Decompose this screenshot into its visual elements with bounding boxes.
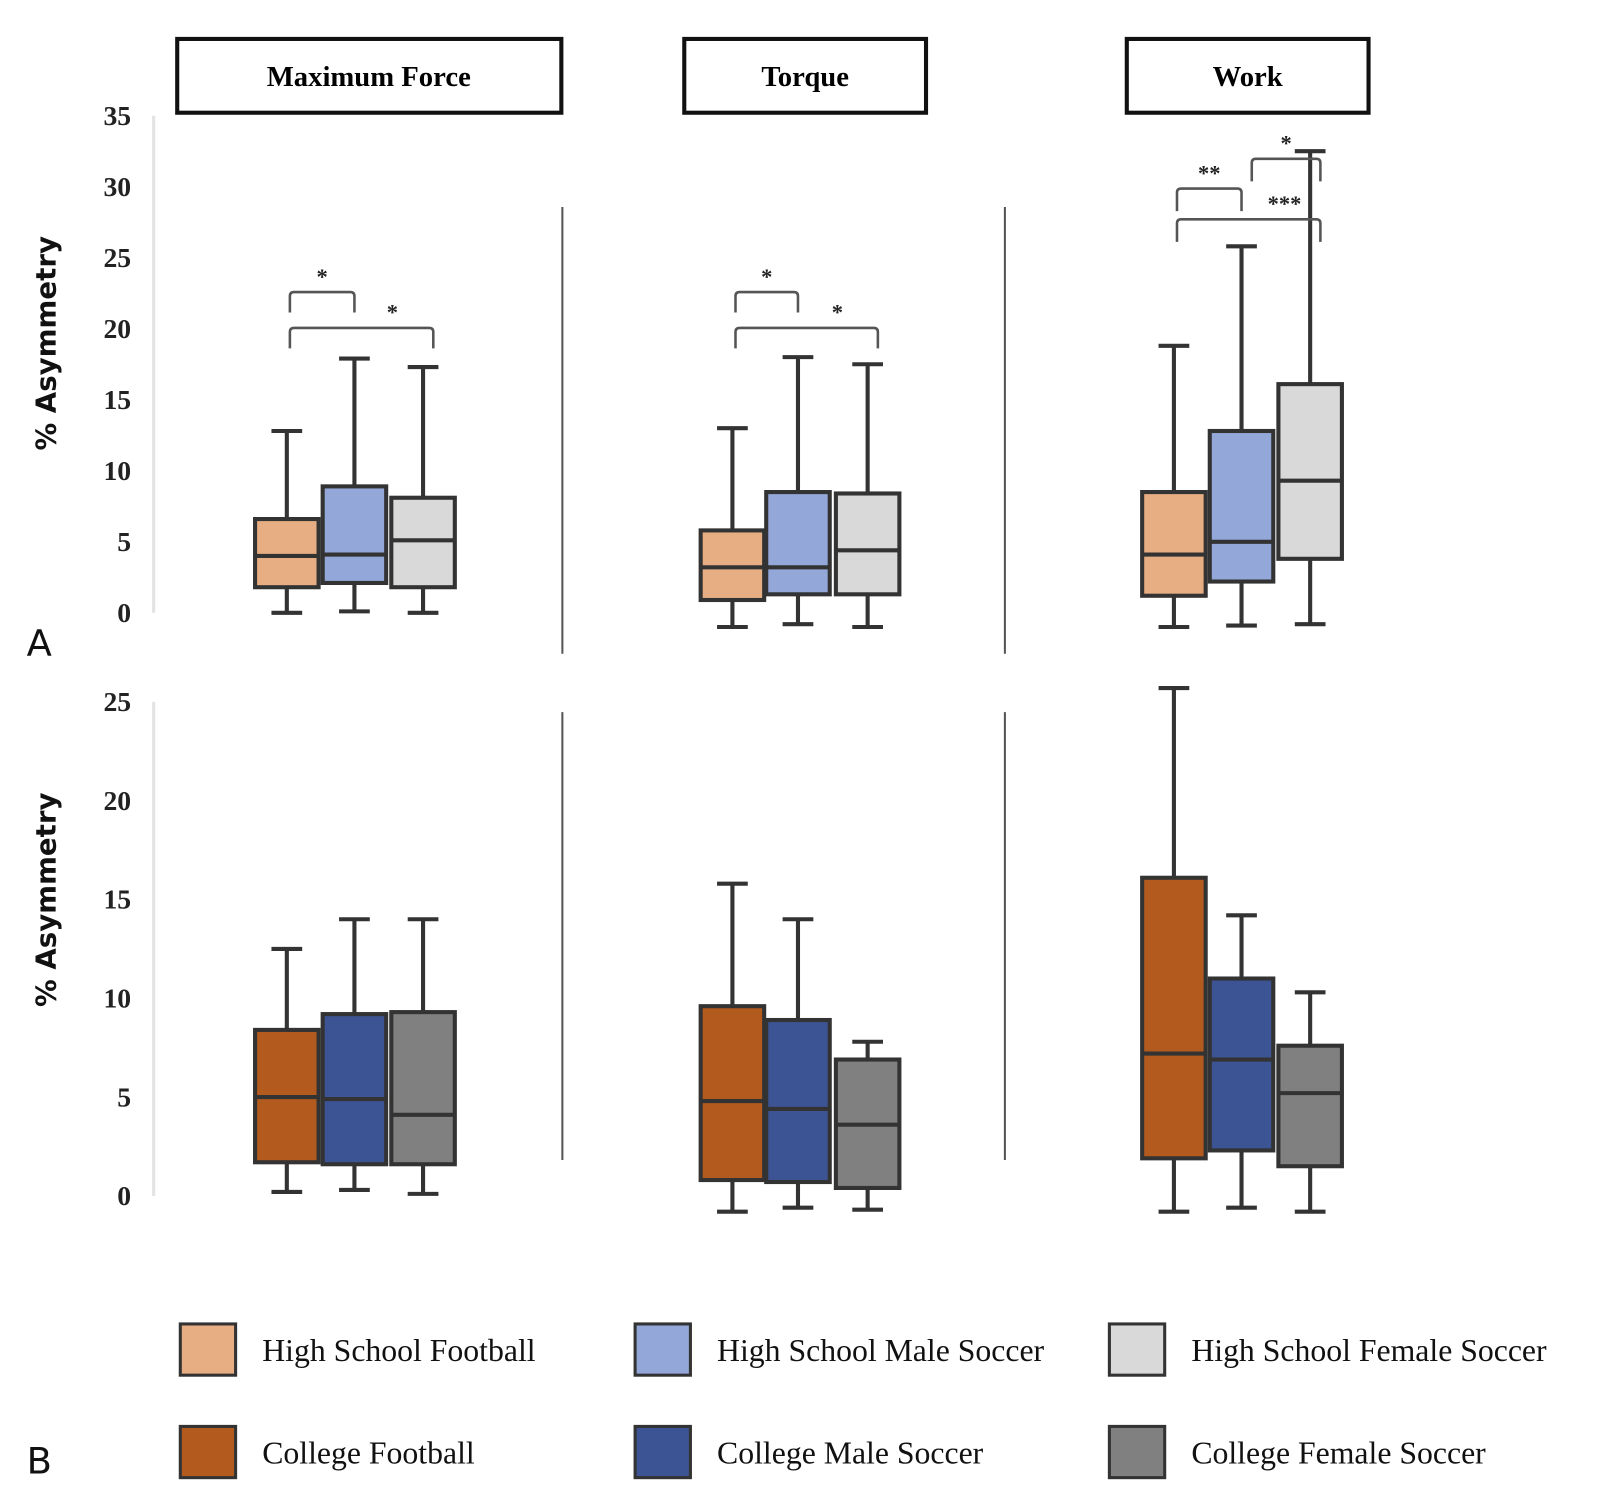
significance-bracket: *: [734, 264, 800, 313]
significance-bracket: *: [1250, 131, 1322, 182]
box-college-football: [253, 946, 321, 1194]
box-iqr: [1276, 1043, 1344, 1169]
legend-label: College Football: [262, 1435, 475, 1470]
box-iqr: [698, 1004, 767, 1183]
box-college-male-soccer: [1207, 913, 1276, 1210]
box-high-school-male-soccer: [1207, 244, 1276, 628]
box-college-football: [698, 881, 767, 1214]
box-high-school-female-soccer: [1276, 149, 1344, 627]
metric-title-torque: Torque: [682, 36, 929, 115]
y-tick-label: 15: [103, 384, 131, 415]
y-tick-label: 30: [103, 171, 131, 202]
box-high-school-male-soccer: [764, 355, 832, 627]
bracket-line: [1175, 187, 1243, 212]
box-iqr: [253, 516, 321, 590]
bracket-line: [1250, 157, 1322, 182]
legend-swatch: [1107, 1424, 1167, 1480]
box-iqr: [320, 1012, 389, 1167]
y-tick-label: 25: [103, 686, 131, 717]
significance-label: ***: [1268, 191, 1302, 216]
significance-bracket: *: [288, 300, 435, 349]
box-high-school-male-soccer: [320, 356, 389, 614]
box-iqr: [389, 495, 457, 590]
box-college-female-soccer: [1276, 990, 1344, 1214]
box-iqr: [1140, 490, 1208, 598]
box-high-school-football: [253, 428, 321, 615]
bracket-line: [734, 326, 880, 349]
metric-title-text: Torque: [761, 61, 849, 93]
significance-label: *: [761, 264, 772, 289]
legend-swatch: [1107, 1322, 1167, 1377]
y-tick-label: 35: [103, 100, 131, 131]
y-tick-label: 5: [117, 1081, 131, 1112]
legend-swatch: [633, 1424, 692, 1480]
box-college-football: [1140, 686, 1208, 1214]
box-iqr: [1140, 875, 1208, 1161]
metric-title-max-force: Maximum Force: [175, 36, 564, 115]
box-college-male-soccer: [320, 917, 389, 1192]
significance-bracket: ***: [1175, 191, 1322, 242]
legend-item: High School Female Soccer: [1107, 1322, 1547, 1377]
y-axis-label-b: % Asymmetry: [29, 792, 62, 1007]
legend-item: College Football: [178, 1424, 475, 1480]
legend-item: High School Male Soccer: [633, 1322, 1045, 1377]
significance-bracket: *: [288, 264, 356, 313]
box-college-male-soccer: [764, 917, 832, 1210]
significance-label: *: [387, 300, 398, 325]
y-tick-label: 25: [103, 242, 131, 273]
box-iqr: [764, 490, 832, 597]
legend-label: College Female Soccer: [1191, 1435, 1486, 1470]
y-tick-label: 0: [117, 597, 131, 628]
legend-swatch: [633, 1322, 692, 1377]
legend-item: High School Football: [178, 1322, 536, 1377]
box-iqr: [1207, 976, 1276, 1153]
legend-swatch: [178, 1322, 238, 1377]
box-high-school-female-soccer: [389, 365, 457, 615]
significance-bracket: **: [1175, 160, 1243, 212]
box-iqr: [389, 1010, 457, 1167]
metric-title-text: Work: [1213, 61, 1283, 93]
legend-label: High School Male Soccer: [717, 1333, 1044, 1368]
significance-bracket: *: [734, 300, 880, 349]
box-college-female-soccer: [833, 1039, 902, 1212]
bracket-line: [1175, 218, 1322, 242]
bracket-line: [288, 326, 435, 349]
panel-label-b: B: [27, 1440, 52, 1483]
box-high-school-football: [698, 426, 767, 630]
y-tick-label: 10: [103, 983, 131, 1014]
y-tick-label: 10: [103, 455, 131, 486]
box-iqr: [1276, 382, 1344, 561]
box-iqr: [1207, 428, 1276, 584]
legend-label: College Male Soccer: [717, 1435, 984, 1470]
significance-label: *: [832, 300, 843, 325]
legend-swatch: [178, 1424, 238, 1480]
legend-label: High School Football: [262, 1333, 536, 1368]
metric-title-work: Work: [1124, 36, 1371, 115]
box-iqr: [698, 528, 767, 603]
metric-title-text: Maximum Force: [267, 61, 471, 93]
y-tick-label: 15: [103, 884, 131, 915]
legend-item: College Male Soccer: [633, 1424, 984, 1480]
y-tick-label: 0: [117, 1180, 131, 1211]
significance-label: *: [317, 264, 328, 289]
y-tick-label: 20: [103, 785, 131, 816]
bracket-line: [288, 290, 356, 313]
box-college-female-soccer: [389, 917, 457, 1196]
box-iqr: [833, 491, 902, 597]
box-iqr: [320, 484, 389, 586]
legend-item: College Female Soccer: [1107, 1424, 1486, 1480]
box-iqr: [764, 1017, 832, 1185]
y-tick-label: 5: [117, 526, 131, 557]
box-high-school-female-soccer: [833, 362, 902, 630]
legend: High School Football High School Male Soc…: [178, 1322, 1547, 1480]
bracket-line: [734, 290, 800, 313]
legend-label: High School Female Soccer: [1191, 1333, 1547, 1368]
y-axis-label-a: % Asymmetry: [29, 236, 62, 451]
box-high-school-football: [1140, 343, 1208, 630]
y-tick-label: 20: [103, 313, 131, 344]
significance-label: *: [1280, 131, 1291, 156]
panel-label-a: A: [27, 622, 52, 665]
significance-label: **: [1198, 160, 1221, 185]
